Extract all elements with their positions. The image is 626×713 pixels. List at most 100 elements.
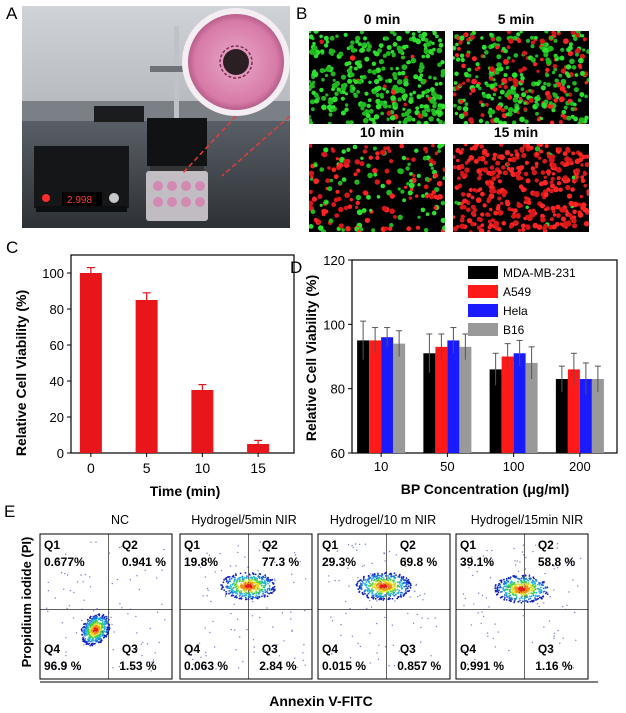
flow-event (94, 631, 96, 634)
flow-event-sparse (192, 658, 194, 661)
cell-dot (417, 113, 423, 119)
flow-event (97, 640, 99, 643)
cell-dot (462, 198, 468, 204)
cell-dot (560, 47, 565, 52)
cell-dot (553, 67, 558, 72)
cell-dot (343, 32, 348, 37)
flow-event (538, 584, 541, 586)
cell-dot (546, 82, 551, 87)
cell-dot (368, 80, 372, 84)
flow-event-sparse (351, 544, 353, 547)
flow-event (271, 592, 274, 594)
flow-event-sparse (513, 547, 515, 550)
flow-event-sparse (239, 636, 241, 638)
flow-event (371, 582, 374, 584)
cell-dot (389, 193, 395, 199)
flow-event-sparse (424, 664, 426, 666)
flow-event (404, 590, 407, 592)
flow-event-sparse (579, 557, 582, 560)
cell-dot (572, 223, 578, 229)
flow-event (377, 586, 380, 589)
cell-dot (321, 78, 325, 82)
flow-event (544, 587, 547, 589)
cell-dot (373, 114, 380, 120)
cell-dot (388, 226, 393, 231)
flow-event-sparse (535, 544, 537, 546)
flow-event (387, 577, 389, 580)
flow-event-sparse (531, 600, 533, 603)
cell-dot (332, 82, 339, 89)
cell-dot (517, 166, 523, 172)
flow-event-sparse (253, 651, 255, 653)
flow-event-sparse (138, 588, 141, 591)
cell-dot (319, 39, 324, 45)
cell-dot (468, 117, 474, 123)
flow-event (378, 582, 381, 585)
flow-event-sparse (108, 612, 110, 614)
cell-dot (437, 144, 443, 149)
cell-dot (457, 176, 461, 181)
flow-event (526, 596, 529, 599)
flow-event (406, 590, 409, 593)
flow-event (398, 589, 401, 592)
cell-dot (380, 183, 386, 189)
flow-event (87, 620, 89, 623)
cell-dot (437, 62, 442, 68)
cell-dot (361, 208, 367, 213)
cell-dot (453, 165, 457, 170)
flow-event (365, 581, 368, 583)
flow-event-sparse (347, 567, 349, 569)
cell-dot (309, 144, 313, 148)
flow-event-sparse (304, 610, 306, 612)
flow-event (516, 577, 519, 580)
flow-event (268, 589, 271, 591)
cell-dot (323, 35, 329, 41)
cell-dot (584, 162, 589, 168)
flow-event (527, 592, 530, 595)
cell-dot (488, 223, 494, 228)
flow-event (525, 599, 528, 602)
cell-dot (487, 109, 493, 116)
cell-dot (535, 54, 539, 58)
cell-dot (440, 200, 445, 206)
cell-dot (399, 144, 404, 149)
flow-event (264, 588, 266, 591)
flow-quadrant-label: 1.53 % (119, 659, 157, 673)
flow-event (393, 594, 396, 597)
flow-event (507, 577, 510, 580)
flow-event (91, 622, 94, 625)
flow-event-sparse (192, 663, 194, 665)
cell-dot (323, 43, 329, 48)
cell-dot (502, 170, 508, 176)
flow-event-sparse (302, 659, 304, 662)
cell-dot (534, 96, 539, 101)
cell-dot (553, 186, 559, 193)
panel-label-d: D (290, 258, 303, 277)
cell-dot (565, 184, 571, 191)
flow-event-sparse (482, 615, 485, 618)
cell-dot (480, 223, 485, 228)
cell-dot (521, 92, 527, 98)
flow-event-sparse (229, 565, 232, 567)
flow-event (503, 578, 505, 581)
cell-dot (414, 148, 419, 153)
flow-event (257, 597, 259, 600)
flow-quadrant-label: Q2 (538, 538, 554, 552)
flow-quadrant-label: 77.3 % (262, 555, 300, 569)
flow-event (80, 628, 83, 631)
cell-dot (492, 156, 497, 161)
cell-dot (420, 207, 426, 213)
flow-event-sparse (466, 669, 469, 671)
cell-dot (514, 149, 518, 154)
flow-event-sparse (235, 565, 237, 567)
cell-dot (345, 158, 351, 165)
flow-event (528, 587, 531, 589)
flow-event-sparse (294, 657, 296, 659)
chart-d-legend-label: Hela (503, 304, 528, 318)
cell-dot (519, 116, 525, 123)
flow-event-sparse (54, 597, 56, 599)
cell-dot (507, 56, 511, 60)
flow-event-sparse (60, 667, 63, 669)
cell-dot (309, 84, 312, 91)
flow-event-sparse (556, 547, 559, 549)
